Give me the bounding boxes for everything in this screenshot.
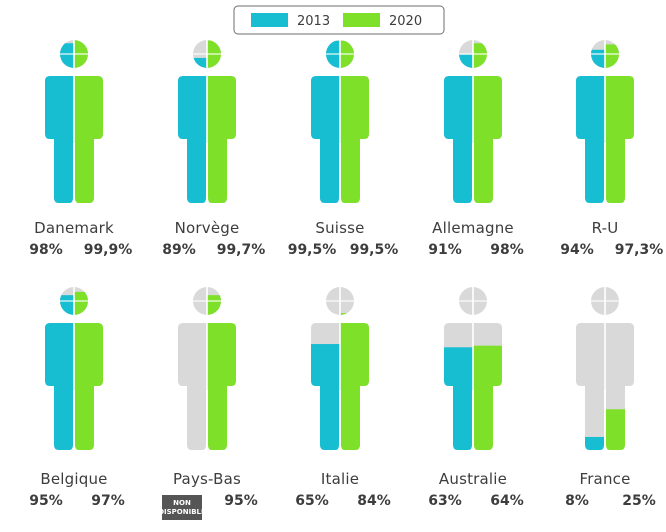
fill-2013 (576, 49, 605, 203)
country-label: Allemagne (432, 219, 514, 237)
fill-2020 (74, 291, 103, 450)
legend-label-2013: 2013 (297, 14, 330, 29)
fill-2020 (473, 43, 502, 203)
fill-2013 (444, 54, 473, 203)
fill-2020 (340, 40, 369, 203)
legend-swatch-2020 (343, 13, 380, 27)
figure-norv-ge (178, 40, 236, 203)
figures: Danemark 98% 99,9% Norvège 89% 99,7% Suisse 99,… (29, 40, 664, 520)
figure-france (576, 287, 634, 450)
country-label: Danemark (34, 219, 114, 237)
figure-pays-bas (178, 287, 236, 450)
fill-2020 (340, 313, 369, 450)
value-label-2020: 99,9% (84, 242, 133, 258)
figure-suisse (311, 40, 369, 203)
fill-2020 (605, 409, 634, 450)
value-label-2013: 94% (560, 242, 594, 258)
svg-text:NON: NON (173, 499, 191, 507)
fill-2013 (45, 295, 74, 450)
fill-2013 (576, 436, 605, 450)
value-label-2013: 65% (295, 493, 329, 509)
country-label: Italie (321, 470, 359, 488)
country-label: Belgique (40, 470, 107, 488)
value-label-2020: 97,3% (615, 242, 664, 258)
legend: 2013 2020 (233, 5, 445, 35)
fill-2020 (473, 345, 502, 450)
fill-2013 (311, 40, 340, 203)
legend-swatch-2013 (251, 13, 288, 27)
fill-2013 (444, 347, 473, 450)
value-label-2020: 98% (490, 242, 524, 258)
fill-2020 (207, 295, 236, 450)
fill-2020 (207, 40, 236, 203)
country-label: Pays-Bas (173, 470, 241, 488)
value-label-2020: 64% (490, 493, 524, 509)
value-label-2013: 98% (29, 242, 63, 258)
value-label-2020: 99,5% (350, 242, 399, 258)
value-label-2020: 84% (357, 493, 391, 509)
value-label-2013: 8% (565, 493, 589, 509)
figure-danemark (45, 40, 103, 203)
fill-2013 (311, 344, 340, 450)
country-label: Norvège (175, 219, 240, 237)
value-label-2020: 95% (224, 493, 258, 509)
fill-2020 (74, 40, 103, 203)
fill-2013 (178, 57, 207, 203)
figure-allemagne (444, 40, 502, 203)
country-label: France (579, 470, 630, 488)
country-label: Suisse (315, 219, 364, 237)
svg-text:DISPONIBLE: DISPONIBLE (158, 508, 206, 516)
value-label-2013: 95% (29, 493, 63, 509)
fill-2013 (45, 43, 74, 203)
value-label-2020: 25% (622, 493, 656, 509)
figure-belgique (45, 287, 103, 450)
country-label: Australie (439, 470, 507, 488)
value-label-2013: 91% (428, 242, 462, 258)
figure-r-u (576, 40, 634, 203)
value-label-2013: 99,5% (288, 242, 337, 258)
value-label-2013: 63% (428, 493, 462, 509)
figure-italie (311, 287, 369, 450)
figure-australie (444, 287, 502, 450)
value-label-2020: 99,7% (217, 242, 266, 258)
legend-label-2020: 2020 (389, 14, 422, 29)
fill-2020 (605, 44, 634, 203)
value-label-2020: 97% (91, 493, 125, 509)
value-label-2013: 89% (162, 242, 196, 258)
country-label: R-U (592, 219, 619, 237)
